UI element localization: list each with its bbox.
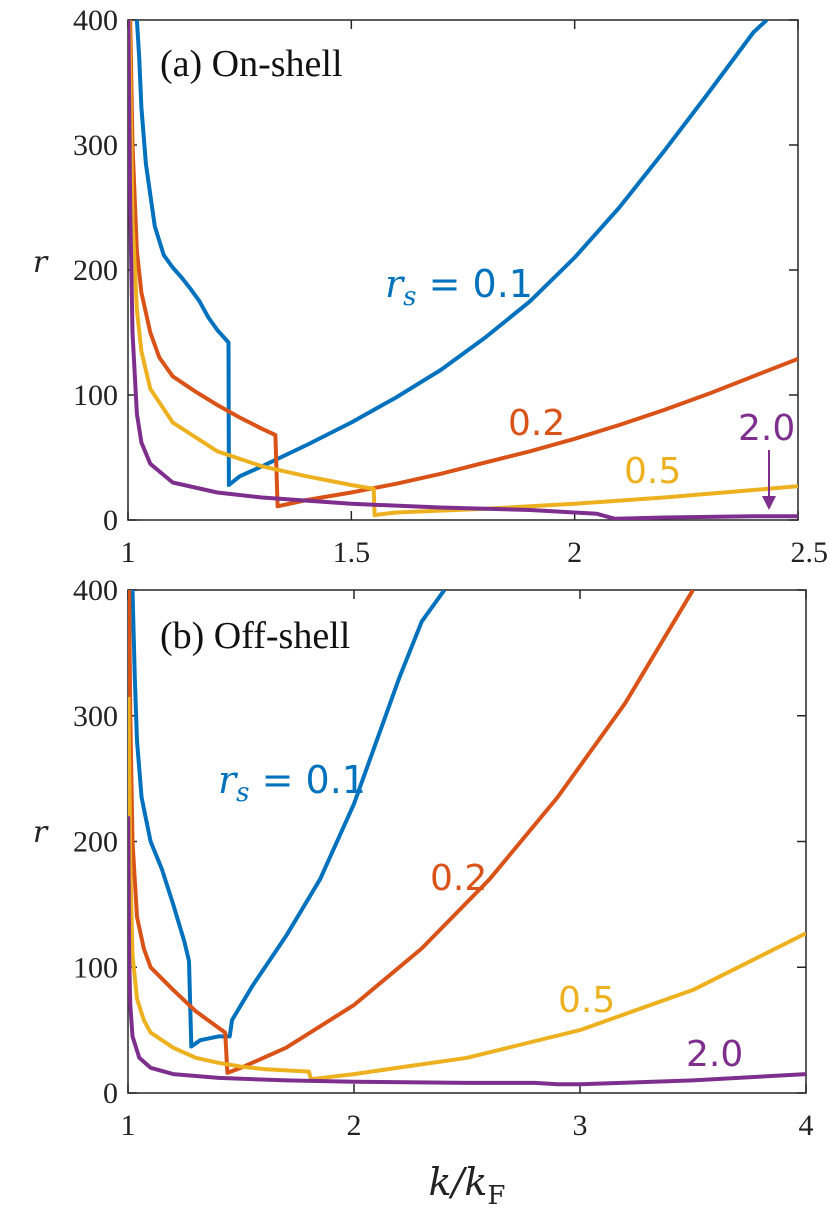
panel-a-on-shell: 0 100 200 300 400 1 1.5 2 2.5 (a) On-shell r rs … [33,4,828,569]
panel-b-series-line-2.0 [128,816,806,1087]
panel-a-axes-box [127,19,799,521]
panel-b-ytick-label: 400 [73,574,118,607]
panel-b-label-2.0: 2.0 [686,1034,743,1075]
panel-a-label-rs-0.1: rs = 0.1 [385,262,533,312]
panel-a-y-axis-label: r [33,245,49,280]
panel-a-xtick-label: 2 [567,536,582,569]
panel-a-label-2.0: 2.0 [738,408,795,449]
panel-a-series-line-rs0.1 [134,20,769,487]
panel-a-xtick-label: 1 [121,536,136,569]
panel-a-ytick-label: 300 [73,129,118,162]
panel-a-ytick-label: 100 [73,379,118,412]
panel-a-arrow-2.0 [762,450,776,510]
panel-a-ytick-label: 400 [73,4,118,37]
panel-b-ytick-label: 300 [73,700,118,733]
panel-b-label-0.2: 0.2 [430,858,487,899]
panel-b-x-axis-label: k/kF [429,1160,506,1211]
panel-a-xtick-label: 2.5 [791,536,829,569]
panel-b-series [128,590,806,1087]
panel-b-off-shell: 0 100 200 300 400 1 2 3 4 (b) Off-shell r k/kF r… [33,574,814,1211]
panel-b-axes-box [127,589,807,1094]
panel-b-xtick-label: 2 [347,1109,362,1142]
panel-b-xtick-label: 4 [799,1109,814,1142]
panel-b-label-0.5: 0.5 [558,980,615,1021]
panel-a-series-line-0.5 [128,20,798,517]
panel-b-ytick-label: 200 [73,826,118,859]
panel-a-series-line-2.0 [128,20,798,520]
panel-a-ticks: 0 100 200 300 400 1 1.5 2 2.5 [73,4,828,569]
panel-b-xtick-label: 1 [121,1109,136,1142]
panel-a-label-0.2: 0.2 [508,403,565,444]
panel-b-xtick-label: 3 [573,1109,588,1142]
panel-a-series [128,20,798,520]
panel-a-xtick-label: 1.5 [333,536,371,569]
panel-b-series-line-rs0.1 [130,590,447,1049]
panel-b-series-line-0.2 [128,590,695,1075]
panel-b-ytick-label: 0 [103,1077,118,1110]
panel-b-title: (b) Off-shell [160,615,350,657]
panel-a-series-line-0.2 [128,20,798,509]
panel-b-ticks: 0 100 200 300 400 1 2 3 4 [73,574,814,1142]
panel-a-ytick-label: 200 [73,254,118,287]
panel-a-title: (a) On-shell [160,43,343,85]
panel-b-label-rs-0.1: rs = 0.1 [218,758,366,808]
panel-b-y-axis-label: r [33,815,49,850]
panel-a-ytick-label: 0 [103,504,118,537]
panel-b-series-line-0.5 [128,696,806,1082]
panel-a-label-0.5: 0.5 [624,451,681,492]
panel-b-ytick-label: 100 [73,951,118,984]
